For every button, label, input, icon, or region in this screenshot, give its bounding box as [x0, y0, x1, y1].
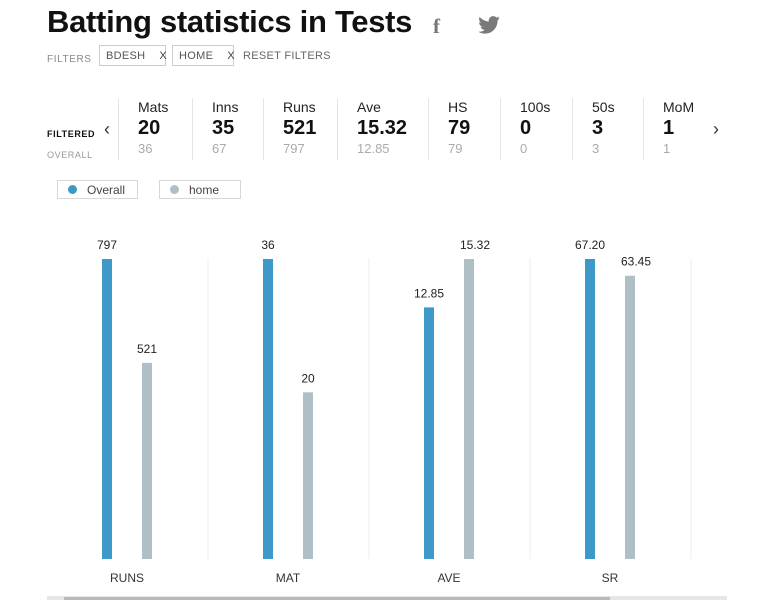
stat-overall-value: 67: [212, 141, 227, 156]
bar-value-label: 63.45: [621, 255, 651, 269]
bar-ave-overall[interactable]: [424, 307, 434, 559]
stat-filtered-value: 35: [212, 117, 235, 139]
filter-chip-bdesh[interactable]: BDESH X: [99, 45, 168, 66]
stat-label: 100s: [520, 99, 551, 115]
stat-filtered-value: 79: [448, 117, 471, 139]
stat-label: HS: [448, 99, 468, 115]
stat-filtered-value: 521: [283, 117, 317, 139]
category-label: RUNS: [110, 571, 144, 585]
previous-stats-button[interactable]: ‹: [104, 119, 110, 139]
stat-100s: 100s 0 0: [500, 98, 572, 160]
category-label: SR: [602, 571, 619, 585]
bar-sr-overall[interactable]: [585, 259, 595, 559]
stats-carousel: Mats 20 36 Inns 35 67 Runs 521 797 Ave 1…: [118, 98, 727, 160]
filter-chip-home[interactable]: HOME X: [172, 45, 235, 66]
legend-overall-label: Overall: [87, 182, 126, 197]
overall-row-label: OVERALL: [47, 150, 93, 160]
stat-ave: Ave 15.32 12.85: [337, 98, 428, 160]
stat-hs: HS 79 79: [428, 98, 500, 160]
bar-runs-overall[interactable]: [102, 259, 112, 559]
stat-filtered-value: 1: [663, 117, 675, 139]
legend-overall[interactable]: Overall: [57, 180, 138, 199]
horizontal-scrollbar-thumb[interactable]: [64, 597, 610, 600]
twitter-icon[interactable]: [478, 16, 500, 39]
stat-label: Ave: [357, 99, 381, 115]
stat-overall-value: 79: [448, 141, 463, 156]
legend-home[interactable]: home: [159, 180, 241, 199]
stat-filtered-value: 15.32: [357, 117, 408, 139]
stat-filtered-value: 0: [520, 117, 532, 139]
bar-value-label: 12.85: [414, 286, 444, 300]
bar-mat-overall[interactable]: [263, 259, 273, 559]
page-title: Batting statistics in Tests: [47, 4, 413, 39]
stat-overall-value: 0: [520, 141, 528, 156]
stat-label: MoM: [663, 99, 695, 115]
next-stats-button[interactable]: ›: [713, 119, 719, 139]
stat-overall-value: 12.85: [357, 141, 390, 156]
stat-runs: Runs 521 797: [263, 98, 337, 160]
legend-home-swatch: [170, 185, 179, 194]
stat-filtered-value: 3: [592, 117, 604, 139]
stat-overall-value: 797: [283, 141, 305, 156]
stat-label: Mats: [138, 99, 169, 115]
legend-overall-swatch: [68, 185, 77, 194]
stat-50s: 50s 3 3: [572, 98, 643, 160]
remove-filter-icon[interactable]: X: [227, 49, 235, 62]
filter-chip-label: BDESH: [106, 49, 146, 62]
filter-chip-label: HOME: [179, 49, 214, 62]
category-label: AVE: [437, 571, 460, 585]
stat-label: Inns: [212, 99, 239, 115]
stat-filtered-value: 20: [138, 117, 161, 139]
bar-mat-home[interactable]: [303, 392, 313, 559]
reset-filters-button[interactable]: RESET FILTERS: [243, 50, 331, 62]
category-label: MAT: [276, 571, 301, 585]
legend-home-label: home: [189, 182, 220, 197]
stat-overall-value: 3: [592, 141, 600, 156]
bar-ave-home[interactable]: [464, 259, 474, 559]
bar-runs-home[interactable]: [142, 362, 152, 559]
stat-inns: Inns 35 67: [192, 98, 263, 160]
bar-value-label: 20: [301, 371, 315, 385]
stat-mom: MoM 1 1: [643, 98, 727, 160]
stat-overall-value: 1: [663, 141, 671, 156]
bar-value-label: 15.32: [460, 238, 490, 252]
remove-filter-icon[interactable]: X: [159, 49, 168, 62]
filtered-row-label: FILTERED: [47, 129, 96, 139]
filters-label: FILTERS: [47, 54, 92, 65]
stat-label: 50s: [592, 99, 615, 115]
bar-value-label: 521: [137, 342, 157, 356]
facebook-icon[interactable]: f: [433, 14, 440, 38]
bar-value-label: 797: [97, 238, 117, 252]
bar-sr-home[interactable]: [625, 275, 635, 559]
stat-overall-value: 36: [138, 141, 153, 156]
stat-mats: Mats 20 36: [118, 98, 192, 160]
bar-value-label: 67.20: [575, 238, 605, 252]
stat-label: Runs: [283, 99, 316, 115]
bar-value-label: 36: [261, 238, 275, 252]
